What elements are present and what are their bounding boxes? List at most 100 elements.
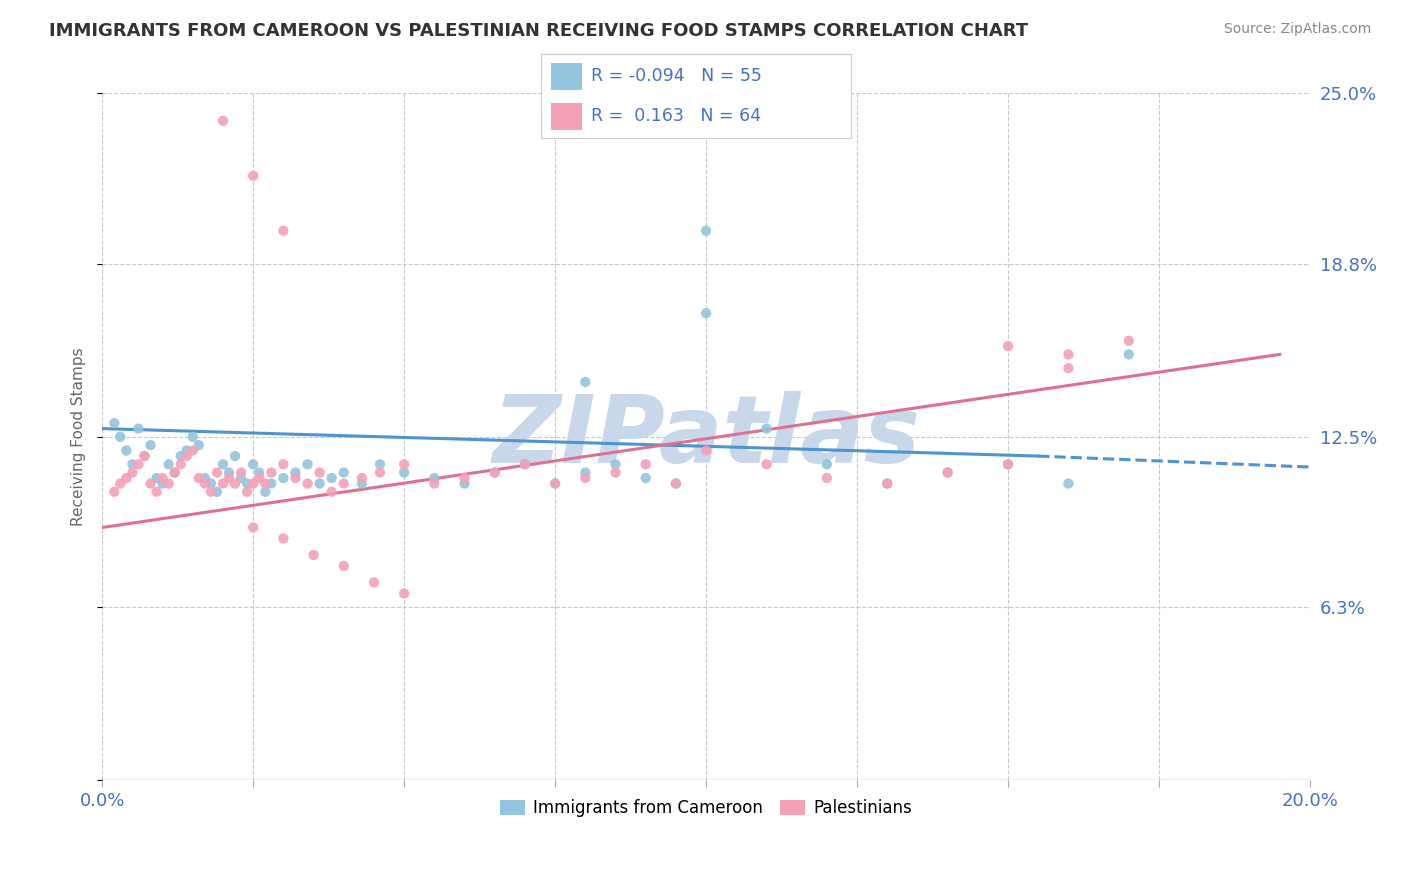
Point xyxy=(115,443,138,458)
Point xyxy=(260,466,283,480)
Point xyxy=(297,458,319,472)
Point xyxy=(513,458,536,472)
Point xyxy=(218,466,240,480)
Point xyxy=(242,458,264,472)
Point xyxy=(997,458,1019,472)
Point xyxy=(134,449,156,463)
Point xyxy=(242,169,264,183)
Point xyxy=(605,466,627,480)
Point xyxy=(134,449,156,463)
Bar xyxy=(551,103,582,130)
Point xyxy=(205,484,228,499)
Point xyxy=(755,421,778,435)
Point xyxy=(1057,347,1080,361)
Point xyxy=(392,586,415,600)
Point xyxy=(229,471,252,485)
Text: ZIPatlas: ZIPatlas xyxy=(492,391,920,483)
Point xyxy=(236,476,259,491)
Point xyxy=(273,471,295,485)
Point xyxy=(695,443,717,458)
Point xyxy=(297,476,319,491)
Point xyxy=(273,458,295,472)
Point xyxy=(110,476,132,491)
Point xyxy=(247,466,270,480)
Point xyxy=(121,466,143,480)
Point xyxy=(212,113,235,128)
Point xyxy=(176,443,198,458)
Point xyxy=(484,466,506,480)
Point xyxy=(574,466,596,480)
Point xyxy=(695,306,717,320)
Point xyxy=(453,471,475,485)
Point xyxy=(574,375,596,389)
Point xyxy=(157,458,180,472)
Point xyxy=(152,471,174,485)
Point xyxy=(194,476,217,491)
Point xyxy=(544,476,567,491)
Point xyxy=(127,458,149,472)
Point xyxy=(755,458,778,472)
Point xyxy=(205,466,228,480)
Point xyxy=(332,466,354,480)
Point xyxy=(997,339,1019,353)
Point xyxy=(139,476,162,491)
Point xyxy=(665,476,688,491)
Point xyxy=(187,438,209,452)
Y-axis label: Receiving Food Stamps: Receiving Food Stamps xyxy=(72,348,86,526)
Point xyxy=(254,476,277,491)
Point xyxy=(1118,347,1140,361)
Point xyxy=(634,458,657,472)
Point xyxy=(273,224,295,238)
Point xyxy=(145,471,167,485)
Text: Source: ZipAtlas.com: Source: ZipAtlas.com xyxy=(1223,22,1371,37)
Point xyxy=(170,449,193,463)
Point xyxy=(152,476,174,491)
Point xyxy=(321,471,343,485)
Text: R = -0.094   N = 55: R = -0.094 N = 55 xyxy=(591,68,762,86)
Point xyxy=(187,471,209,485)
Point xyxy=(157,476,180,491)
Point xyxy=(544,476,567,491)
Point xyxy=(605,458,627,472)
Point xyxy=(145,484,167,499)
Point xyxy=(224,449,246,463)
Point xyxy=(110,430,132,444)
Point xyxy=(181,430,204,444)
Point xyxy=(103,416,125,430)
Point xyxy=(1057,476,1080,491)
Point xyxy=(127,421,149,435)
Point xyxy=(224,476,246,491)
Point xyxy=(170,458,193,472)
Point xyxy=(236,484,259,499)
Point xyxy=(242,476,264,491)
Point xyxy=(212,476,235,491)
Legend: Immigrants from Cameroon, Palestinians: Immigrants from Cameroon, Palestinians xyxy=(494,792,918,823)
Point xyxy=(453,476,475,491)
Point xyxy=(218,471,240,485)
Point xyxy=(484,466,506,480)
Point xyxy=(332,559,354,574)
Point xyxy=(815,471,838,485)
Bar xyxy=(551,62,582,90)
Point xyxy=(634,471,657,485)
Point xyxy=(139,438,162,452)
Point xyxy=(695,224,717,238)
Point xyxy=(242,520,264,534)
Point xyxy=(163,466,186,480)
Point xyxy=(181,443,204,458)
Point xyxy=(308,476,330,491)
Point xyxy=(163,466,186,480)
Point xyxy=(121,458,143,472)
Point xyxy=(247,471,270,485)
Point xyxy=(212,458,235,472)
Point xyxy=(368,466,391,480)
Point xyxy=(350,471,373,485)
Point xyxy=(254,484,277,499)
Point xyxy=(260,476,283,491)
Point xyxy=(350,476,373,491)
Point xyxy=(392,466,415,480)
Point xyxy=(200,484,222,499)
Point xyxy=(513,458,536,472)
Point xyxy=(876,476,898,491)
Point xyxy=(1118,334,1140,348)
